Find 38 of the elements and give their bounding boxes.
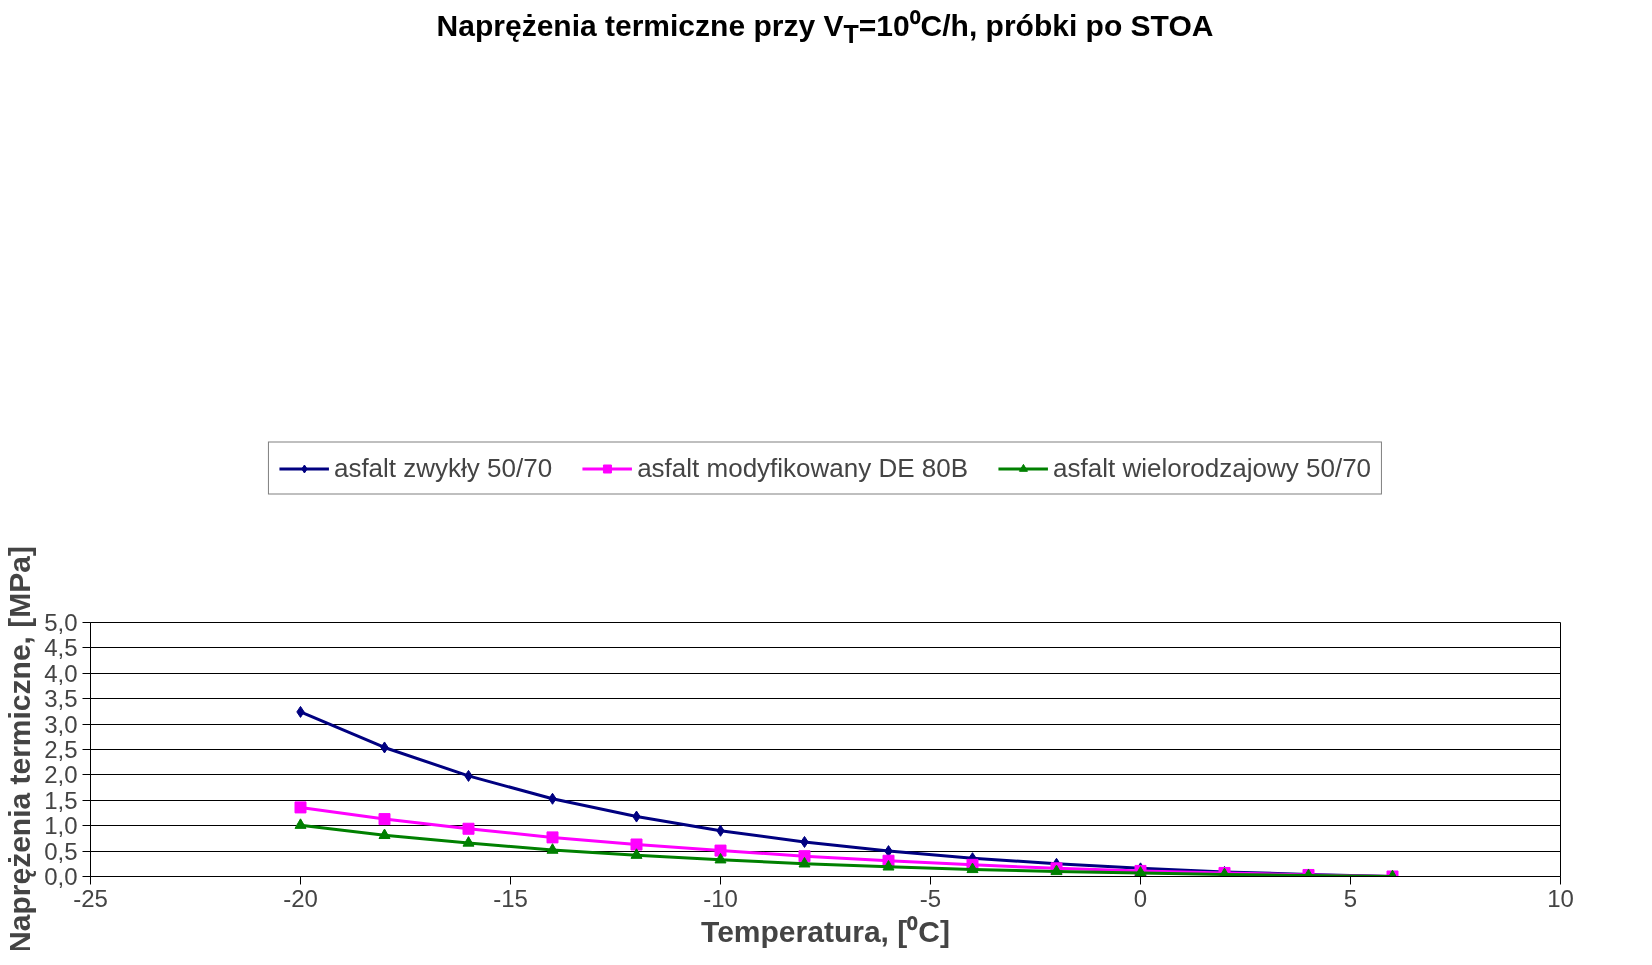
- point: [630, 838, 643, 851]
- legend-label: asfalt modyfikowany DE 80B: [637, 452, 969, 484]
- y-tick-label: 2,0: [44, 761, 78, 789]
- y-tick-label: 1,0: [44, 812, 78, 840]
- point: [294, 818, 307, 829]
- point: [966, 862, 979, 874]
- y-tick-label: 0,5: [44, 837, 78, 865]
- y-tick-label: 1,5: [44, 786, 78, 814]
- point: [630, 848, 643, 859]
- y-axis-title: Naprężenia termiczne, [MPa]: [3, 546, 37, 953]
- point: [714, 844, 727, 857]
- x-tick-label: -20: [283, 884, 318, 912]
- point: [714, 852, 727, 864]
- point: [546, 843, 559, 854]
- x-axis-title: Temperatura, [⁰C]: [701, 914, 950, 948]
- legend-label: asfalt zwykły 50/70: [333, 452, 553, 484]
- point: [798, 856, 811, 868]
- y-tick-label: 4,0: [44, 659, 78, 687]
- y-tick-label: 5,0: [44, 609, 78, 636]
- x-tick-label: -15: [493, 884, 528, 912]
- point: [462, 822, 475, 835]
- point: [546, 831, 559, 844]
- y-tick-label: 2,5: [44, 736, 78, 763]
- point: [462, 836, 475, 847]
- chart-title: Naprężenia termiczne przy V$_{T}$=10⁰C/h, próbki po STOA: [435, 8, 1215, 50]
- x-tick-label: 10: [1547, 884, 1574, 912]
- point: [882, 860, 895, 871]
- x-tick-label: 0: [1133, 884, 1148, 912]
- x-tick-label: -5: [919, 884, 942, 912]
- x-tick-label: -10: [703, 884, 738, 912]
- point: [378, 813, 391, 826]
- y-tick-label: 3,5: [44, 685, 78, 713]
- y-tick-label: 4,5: [44, 634, 78, 662]
- y-tick-label: 3,0: [44, 710, 78, 738]
- point: [294, 801, 307, 814]
- x-tick-label: 5: [1343, 884, 1358, 912]
- point: [378, 828, 391, 840]
- legend-label: asfalt wielorodzajowy 50/70: [1053, 452, 1372, 484]
